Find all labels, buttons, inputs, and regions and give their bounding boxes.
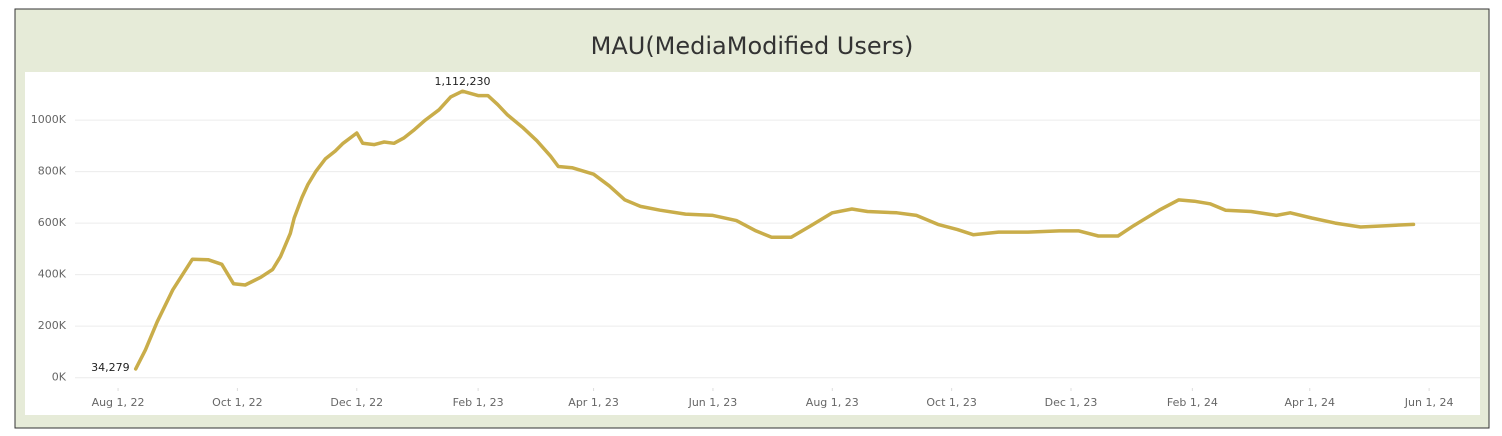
y-tick-label: 200K xyxy=(38,319,67,332)
y-tick-label: 600K xyxy=(38,216,67,229)
value-label: 34,279 xyxy=(91,361,130,374)
x-tick-label: Oct 1, 22 xyxy=(212,396,263,409)
plot-panel xyxy=(25,72,1480,415)
x-tick-label: Apr 1, 23 xyxy=(568,396,619,409)
chart-title: MAU(MediaModified Users) xyxy=(591,32,914,60)
x-tick-label: Jun 1, 24 xyxy=(1404,396,1454,409)
x-tick-label: Feb 1, 24 xyxy=(1167,396,1218,409)
x-tick-label: Dec 1, 23 xyxy=(1045,396,1098,409)
x-tick-label: Feb 1, 23 xyxy=(453,396,504,409)
value-label: 1,112,230 xyxy=(434,75,490,88)
x-tick-label: Aug 1, 22 xyxy=(92,396,145,409)
y-tick-label: 400K xyxy=(38,268,67,281)
x-tick-label: Jun 1, 23 xyxy=(688,396,738,409)
y-tick-label: 0K xyxy=(52,371,67,384)
y-tick-label: 800K xyxy=(38,165,67,178)
x-tick-label: Apr 1, 24 xyxy=(1284,396,1335,409)
x-tick-label: Dec 1, 22 xyxy=(330,396,383,409)
x-tick-label: Oct 1, 23 xyxy=(926,396,977,409)
y-tick-label: 1000K xyxy=(31,113,67,126)
x-tick-label: Aug 1, 23 xyxy=(806,396,859,409)
line xyxy=(133,89,1416,371)
